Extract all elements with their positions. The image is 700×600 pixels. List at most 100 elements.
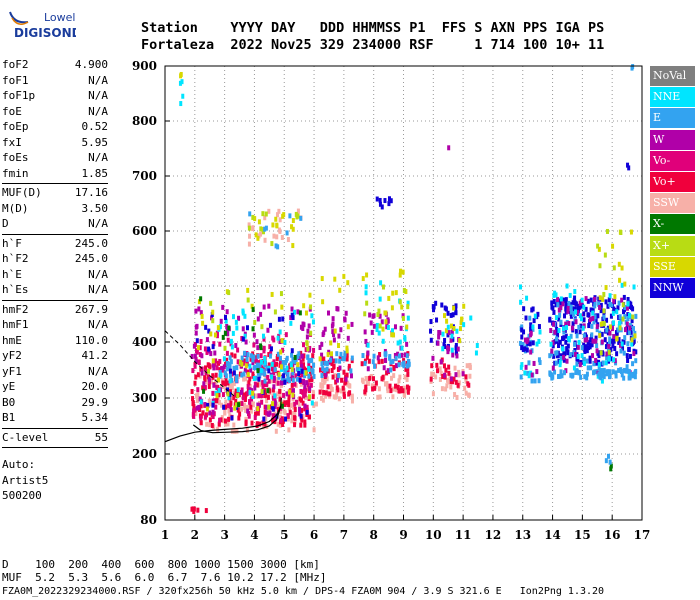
echo-point bbox=[180, 79, 184, 85]
echo-point bbox=[627, 165, 631, 171]
echo-point bbox=[211, 373, 215, 379]
echo-point bbox=[222, 364, 226, 370]
echo-point bbox=[327, 391, 331, 397]
echo-point bbox=[228, 355, 232, 361]
echo-point bbox=[557, 307, 561, 313]
echo-point bbox=[179, 71, 183, 77]
echo-point bbox=[350, 398, 354, 404]
echo-point bbox=[397, 378, 401, 384]
echo-point bbox=[342, 369, 346, 375]
echo-point bbox=[578, 313, 582, 319]
echo-point bbox=[224, 373, 228, 379]
echo-point bbox=[620, 282, 624, 288]
echo-point bbox=[335, 351, 339, 357]
echo-point bbox=[573, 289, 577, 295]
echo-point bbox=[442, 363, 446, 369]
echo-point bbox=[304, 310, 308, 316]
echo-point bbox=[612, 265, 616, 271]
echo-point bbox=[634, 358, 638, 364]
echo-point bbox=[387, 295, 391, 301]
echo-point bbox=[552, 321, 556, 327]
echo-point bbox=[275, 413, 279, 419]
echo-point bbox=[346, 335, 350, 341]
echo-point bbox=[251, 360, 255, 366]
echo-point bbox=[303, 392, 307, 398]
echo-point bbox=[256, 402, 260, 408]
y-tick-label: 700 bbox=[132, 169, 157, 183]
echo-point bbox=[203, 346, 207, 352]
echo-point bbox=[279, 417, 283, 423]
echo-point bbox=[387, 196, 391, 202]
echo-point bbox=[312, 391, 316, 397]
echo-point bbox=[228, 368, 232, 374]
echo-point bbox=[278, 217, 282, 223]
echo-point bbox=[250, 303, 254, 309]
param-row: yF2 41.2 bbox=[2, 349, 108, 365]
echo-point bbox=[266, 394, 270, 400]
echo-point bbox=[320, 361, 324, 367]
echo-point bbox=[349, 368, 353, 374]
echo-point bbox=[440, 302, 444, 308]
echo-point bbox=[199, 420, 203, 426]
echo-point bbox=[199, 310, 203, 316]
echo-point bbox=[296, 213, 300, 219]
echo-point bbox=[454, 345, 458, 351]
echo-point bbox=[244, 352, 248, 358]
echo-point bbox=[599, 321, 603, 327]
param-name: foE bbox=[2, 104, 22, 118]
echo-point bbox=[310, 400, 314, 406]
echo-point bbox=[214, 358, 218, 364]
echo-point bbox=[392, 373, 396, 379]
echo-point bbox=[308, 292, 312, 298]
echo-point bbox=[201, 385, 205, 391]
echo-point bbox=[240, 335, 244, 341]
echo-point bbox=[529, 330, 533, 336]
param-row: C-level 55 bbox=[2, 431, 108, 447]
echo-point bbox=[401, 269, 405, 275]
param-row: fxI 5.95 bbox=[2, 136, 108, 152]
echo-point bbox=[320, 373, 324, 379]
echo-point bbox=[581, 325, 585, 331]
param-row: foF1 N/A bbox=[2, 74, 108, 90]
echo-point bbox=[615, 309, 619, 315]
echo-point bbox=[304, 394, 308, 400]
echo-point bbox=[454, 349, 458, 355]
echo-point bbox=[569, 313, 573, 319]
echo-point bbox=[256, 370, 260, 376]
echo-point bbox=[279, 364, 283, 370]
echo-point bbox=[556, 332, 560, 338]
param-name: hmE bbox=[2, 333, 22, 347]
echo-point bbox=[385, 385, 389, 391]
echo-point bbox=[277, 374, 281, 380]
echo-point bbox=[227, 361, 231, 367]
echo-point bbox=[434, 374, 438, 380]
legend-item: SSW bbox=[650, 193, 695, 214]
x-tick-label: 15 bbox=[574, 528, 591, 542]
echo-point bbox=[626, 316, 630, 322]
echo-point bbox=[376, 355, 380, 361]
echo-point bbox=[397, 353, 401, 359]
echo-point bbox=[195, 323, 199, 329]
echo-point bbox=[218, 341, 222, 347]
echo-point bbox=[207, 346, 211, 352]
header-values: Fortaleza 2022 Nov25 329 234000 RSF 1 71… bbox=[141, 37, 605, 53]
echo-point bbox=[364, 284, 368, 290]
echo-point bbox=[248, 399, 252, 405]
echo-point bbox=[214, 372, 218, 378]
echo-point bbox=[181, 93, 185, 99]
echo-point bbox=[391, 290, 395, 296]
echo-point bbox=[618, 325, 622, 331]
echo-point bbox=[285, 391, 289, 397]
echo-point bbox=[559, 296, 563, 302]
x-tick-label: 17 bbox=[634, 528, 651, 542]
echo-point bbox=[538, 329, 542, 335]
echo-point bbox=[599, 375, 603, 381]
echo-point bbox=[612, 338, 616, 344]
echo-point bbox=[305, 409, 309, 415]
echo-point bbox=[292, 404, 296, 410]
echo-point bbox=[248, 376, 252, 382]
echo-point bbox=[299, 324, 303, 330]
echo-point bbox=[628, 375, 632, 381]
echo-point bbox=[528, 341, 532, 347]
echo-point bbox=[302, 353, 306, 359]
